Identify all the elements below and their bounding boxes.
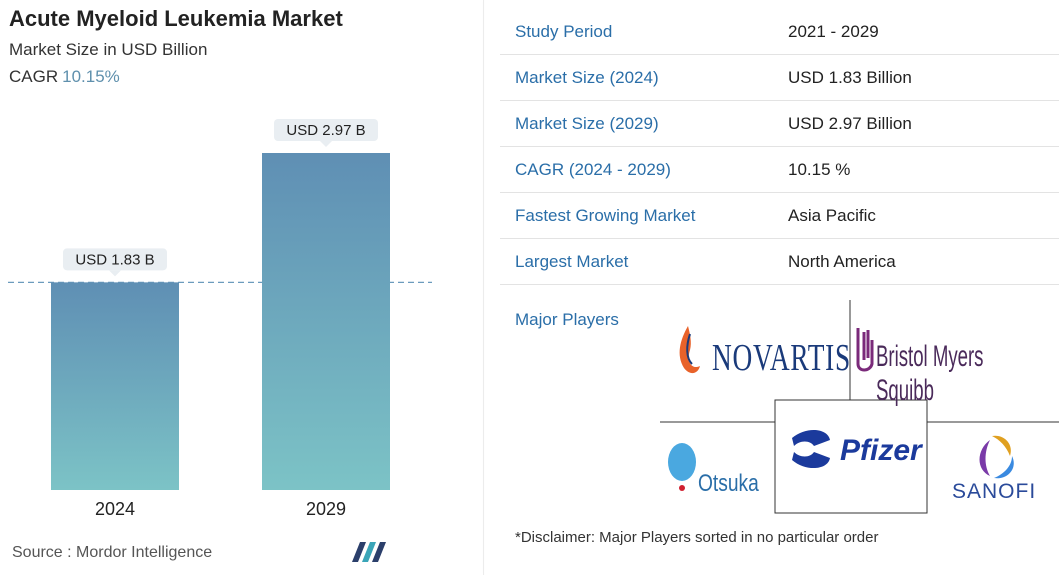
otsuka-logo: Otsuka [698, 470, 759, 497]
chart-panel: Acute Myeloid Leukemia Market Market Siz… [0, 0, 485, 575]
row-key: Market Size (2024) [500, 54, 788, 101]
disclaimer: *Disclaimer: Major Players sorted in no … [515, 529, 879, 546]
data-label-pointer [320, 141, 332, 147]
cagr-line: CAGR 10.15% [9, 67, 120, 87]
source-label: Source : [12, 544, 72, 561]
bar-2024 [51, 282, 179, 490]
row-key: Largest Market [500, 238, 788, 285]
data-label-pointer [109, 270, 121, 277]
cagr-value: 10.15% [62, 67, 120, 86]
row-value: 10.15 % [788, 146, 1059, 193]
row-key: CAGR (2024 - 2029) [500, 146, 788, 193]
bristol-myers-squibb-logo: Bristol Myers Squibb [876, 340, 984, 407]
data-label-bubble [274, 119, 378, 141]
table-row: Market Size (2024) USD 1.83 Billion [500, 54, 1059, 101]
table-row: Market Size (2029) USD 2.97 Billion [500, 100, 1059, 147]
panel-divider [483, 0, 484, 575]
x-tick-label: 2024 [95, 499, 135, 519]
chart-subtitle: Market Size in USD Billion [9, 40, 208, 59]
major-players-label: Major Players [515, 310, 619, 329]
row-key: Study Period [500, 9, 788, 55]
market-info-table: Study Period 2021 - 2029 Market Size (20… [500, 9, 1059, 285]
data-label-bubble [63, 248, 167, 271]
table-row: Fastest Growing Market Asia Pacific [500, 192, 1059, 239]
pfizer-logo: Pfizer [840, 434, 922, 467]
table-row: Study Period 2021 - 2029 [500, 9, 1059, 55]
row-value: 2021 - 2029 [788, 9, 1059, 55]
bar-chart: USD 1.83 B 2024 USD 2.97 B 2029 [8, 119, 432, 519]
bar-2029 [262, 153, 390, 490]
mordor-logo-icon [352, 542, 386, 562]
row-value: Asia Pacific [788, 192, 1059, 239]
sanofi-logo: SANOFI [952, 480, 1037, 503]
row-value: USD 2.97 Billion [788, 100, 1059, 147]
row-key: Fastest Growing Market [500, 192, 788, 239]
x-tick-label: 2029 [306, 499, 346, 519]
row-value: USD 1.83 Billion [788, 54, 1059, 101]
table-row: CAGR (2024 - 2029) 10.15 % [500, 146, 1059, 193]
chart-title: Acute Myeloid Leukemia Market [9, 6, 343, 31]
novartis-logo: NOVARTIS [712, 337, 851, 379]
data-label: USD 1.83 B [75, 251, 154, 268]
source-line: Source : Mordor Intelligence [12, 544, 212, 562]
table-row: Largest Market North America [500, 238, 1059, 285]
data-label: USD 2.97 B [286, 122, 365, 139]
row-value: North America [788, 238, 1059, 285]
source-name: Mordor Intelligence [76, 544, 213, 561]
cagr-label: CAGR [9, 67, 59, 86]
row-key: Market Size (2029) [500, 100, 788, 147]
players-logo-grid [660, 300, 1059, 514]
